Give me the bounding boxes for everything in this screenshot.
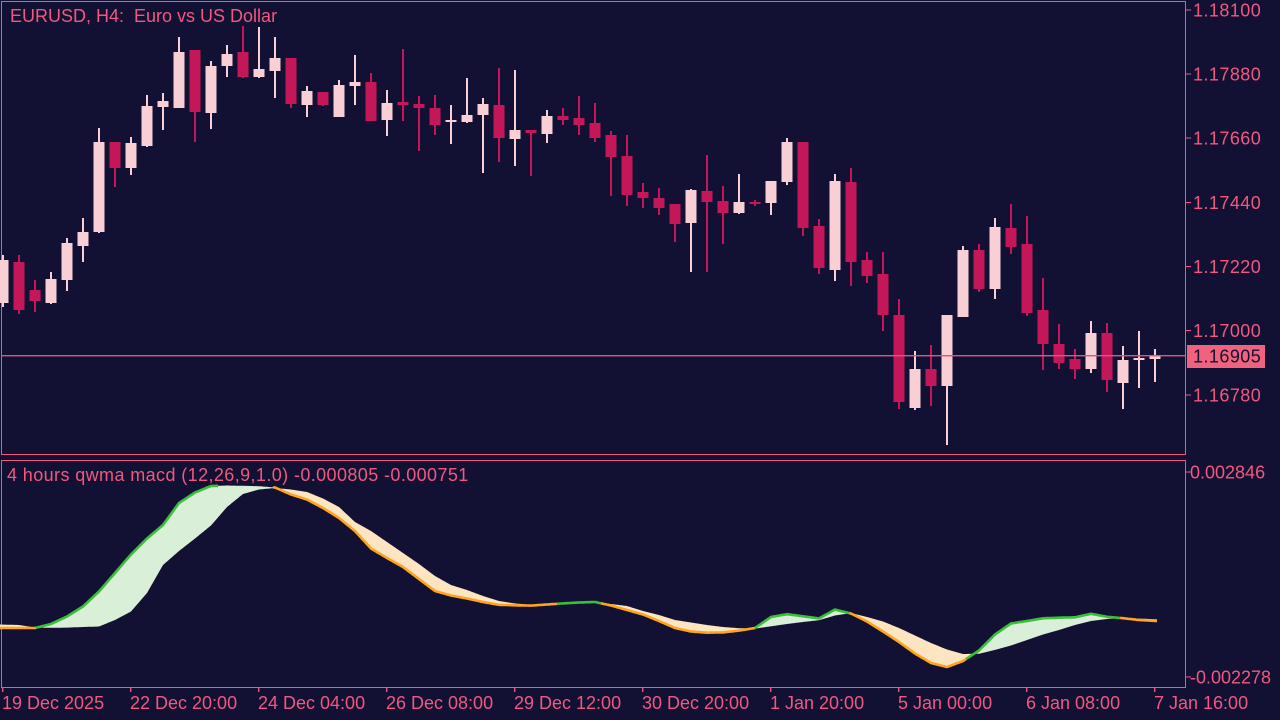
svg-text:1.17220: 1.17220 [1193,257,1261,277]
svg-text:7 Jan 16:00: 7 Jan 16:00 [1154,693,1248,713]
svg-text:6 Jan 08:00: 6 Jan 08:00 [1026,693,1120,713]
svg-text:1.16780: 1.16780 [1193,386,1261,406]
svg-text:1.17660: 1.17660 [1193,129,1261,149]
svg-text:30 Dec 20:00: 30 Dec 20:00 [642,693,749,713]
svg-text:1.17440: 1.17440 [1193,193,1261,213]
svg-text:29 Dec 12:00: 29 Dec 12:00 [514,693,621,713]
svg-text:24 Dec 04:00: 24 Dec 04:00 [258,693,365,713]
svg-text:1.17880: 1.17880 [1193,65,1261,85]
svg-text:5 Jan 00:00: 5 Jan 00:00 [898,693,992,713]
svg-text:1.17000: 1.17000 [1193,321,1261,341]
svg-text:0.002846: 0.002846 [1190,463,1265,483]
svg-text:19 Dec 2025: 19 Dec 2025 [2,693,104,713]
svg-text:1 Jan 20:00: 1 Jan 20:00 [770,693,864,713]
svg-text:22 Dec 20:00: 22 Dec 20:00 [130,693,237,713]
svg-text:-0.002278: -0.002278 [1190,668,1271,688]
svg-text:26 Dec 08:00: 26 Dec 08:00 [386,693,493,713]
svg-text:4 hours qwma macd (12,26,9,1.0: 4 hours qwma macd (12,26,9,1.0) -0.00080… [7,465,469,485]
svg-text:1.18100: 1.18100 [1193,1,1261,21]
svg-text:1.16905: 1.16905 [1193,347,1261,367]
svg-text:EURUSD, H4: Euro vs US Dollar: EURUSD, H4: Euro vs US Dollar [10,6,277,26]
